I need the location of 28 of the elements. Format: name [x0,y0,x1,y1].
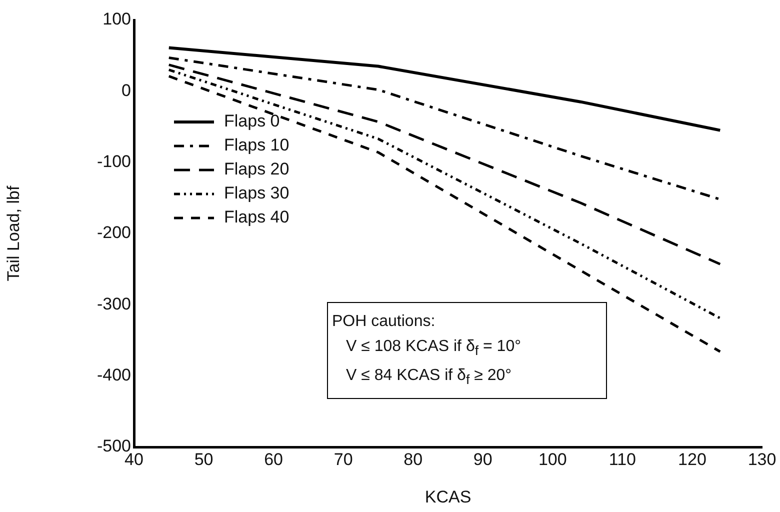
x-tick-label: 70 [334,450,353,469]
x-tick-label: 90 [473,450,492,469]
x-tick-label: 130 [748,450,776,469]
x-tick-label: 100 [538,450,567,469]
line-series [168,64,722,266]
legend-label: Flaps 30 [224,184,290,203]
y-axis-title: Tail Load, lbf [4,186,23,282]
y-tick-label: 100 [102,10,131,29]
x-tick-label: 120 [678,450,706,469]
legend-label: Flaps 10 [224,136,290,155]
y-tick-label: -200 [96,223,131,242]
annotation: V ≤ 108 KCAS if δ$_{f}$ = 10° [345,337,522,360]
y-tick-label: -300 [96,294,131,314]
x-tick-label: 60 [264,450,284,469]
legend-label: Flaps 40 [224,208,290,227]
y-tick-label: -400 [96,366,131,385]
x-tick-label: 80 [404,450,423,469]
x-tick-label: 110 [608,450,636,469]
y-tick-label: -100 [96,152,131,172]
annotation: V ≤ 84 KCAS if δ$_{f}$ ≥ 20° [345,366,513,390]
x-axis-title: KCAS [424,487,472,506]
y-tick-label: 0 [122,80,131,100]
line-series [168,56,722,201]
x-tick-label: 50 [194,450,214,469]
legend-label: Flaps 0 [224,112,280,131]
annotation: POH cautions: [332,312,436,332]
legend-label: Flaps 20 [224,160,290,179]
note-box: POH cautions: V ≤ 108 KCAS if δ$_{f}$ = 10° V ≤ 84 KCAS if δ$_{f}$ ≥ 20° [327,302,607,400]
